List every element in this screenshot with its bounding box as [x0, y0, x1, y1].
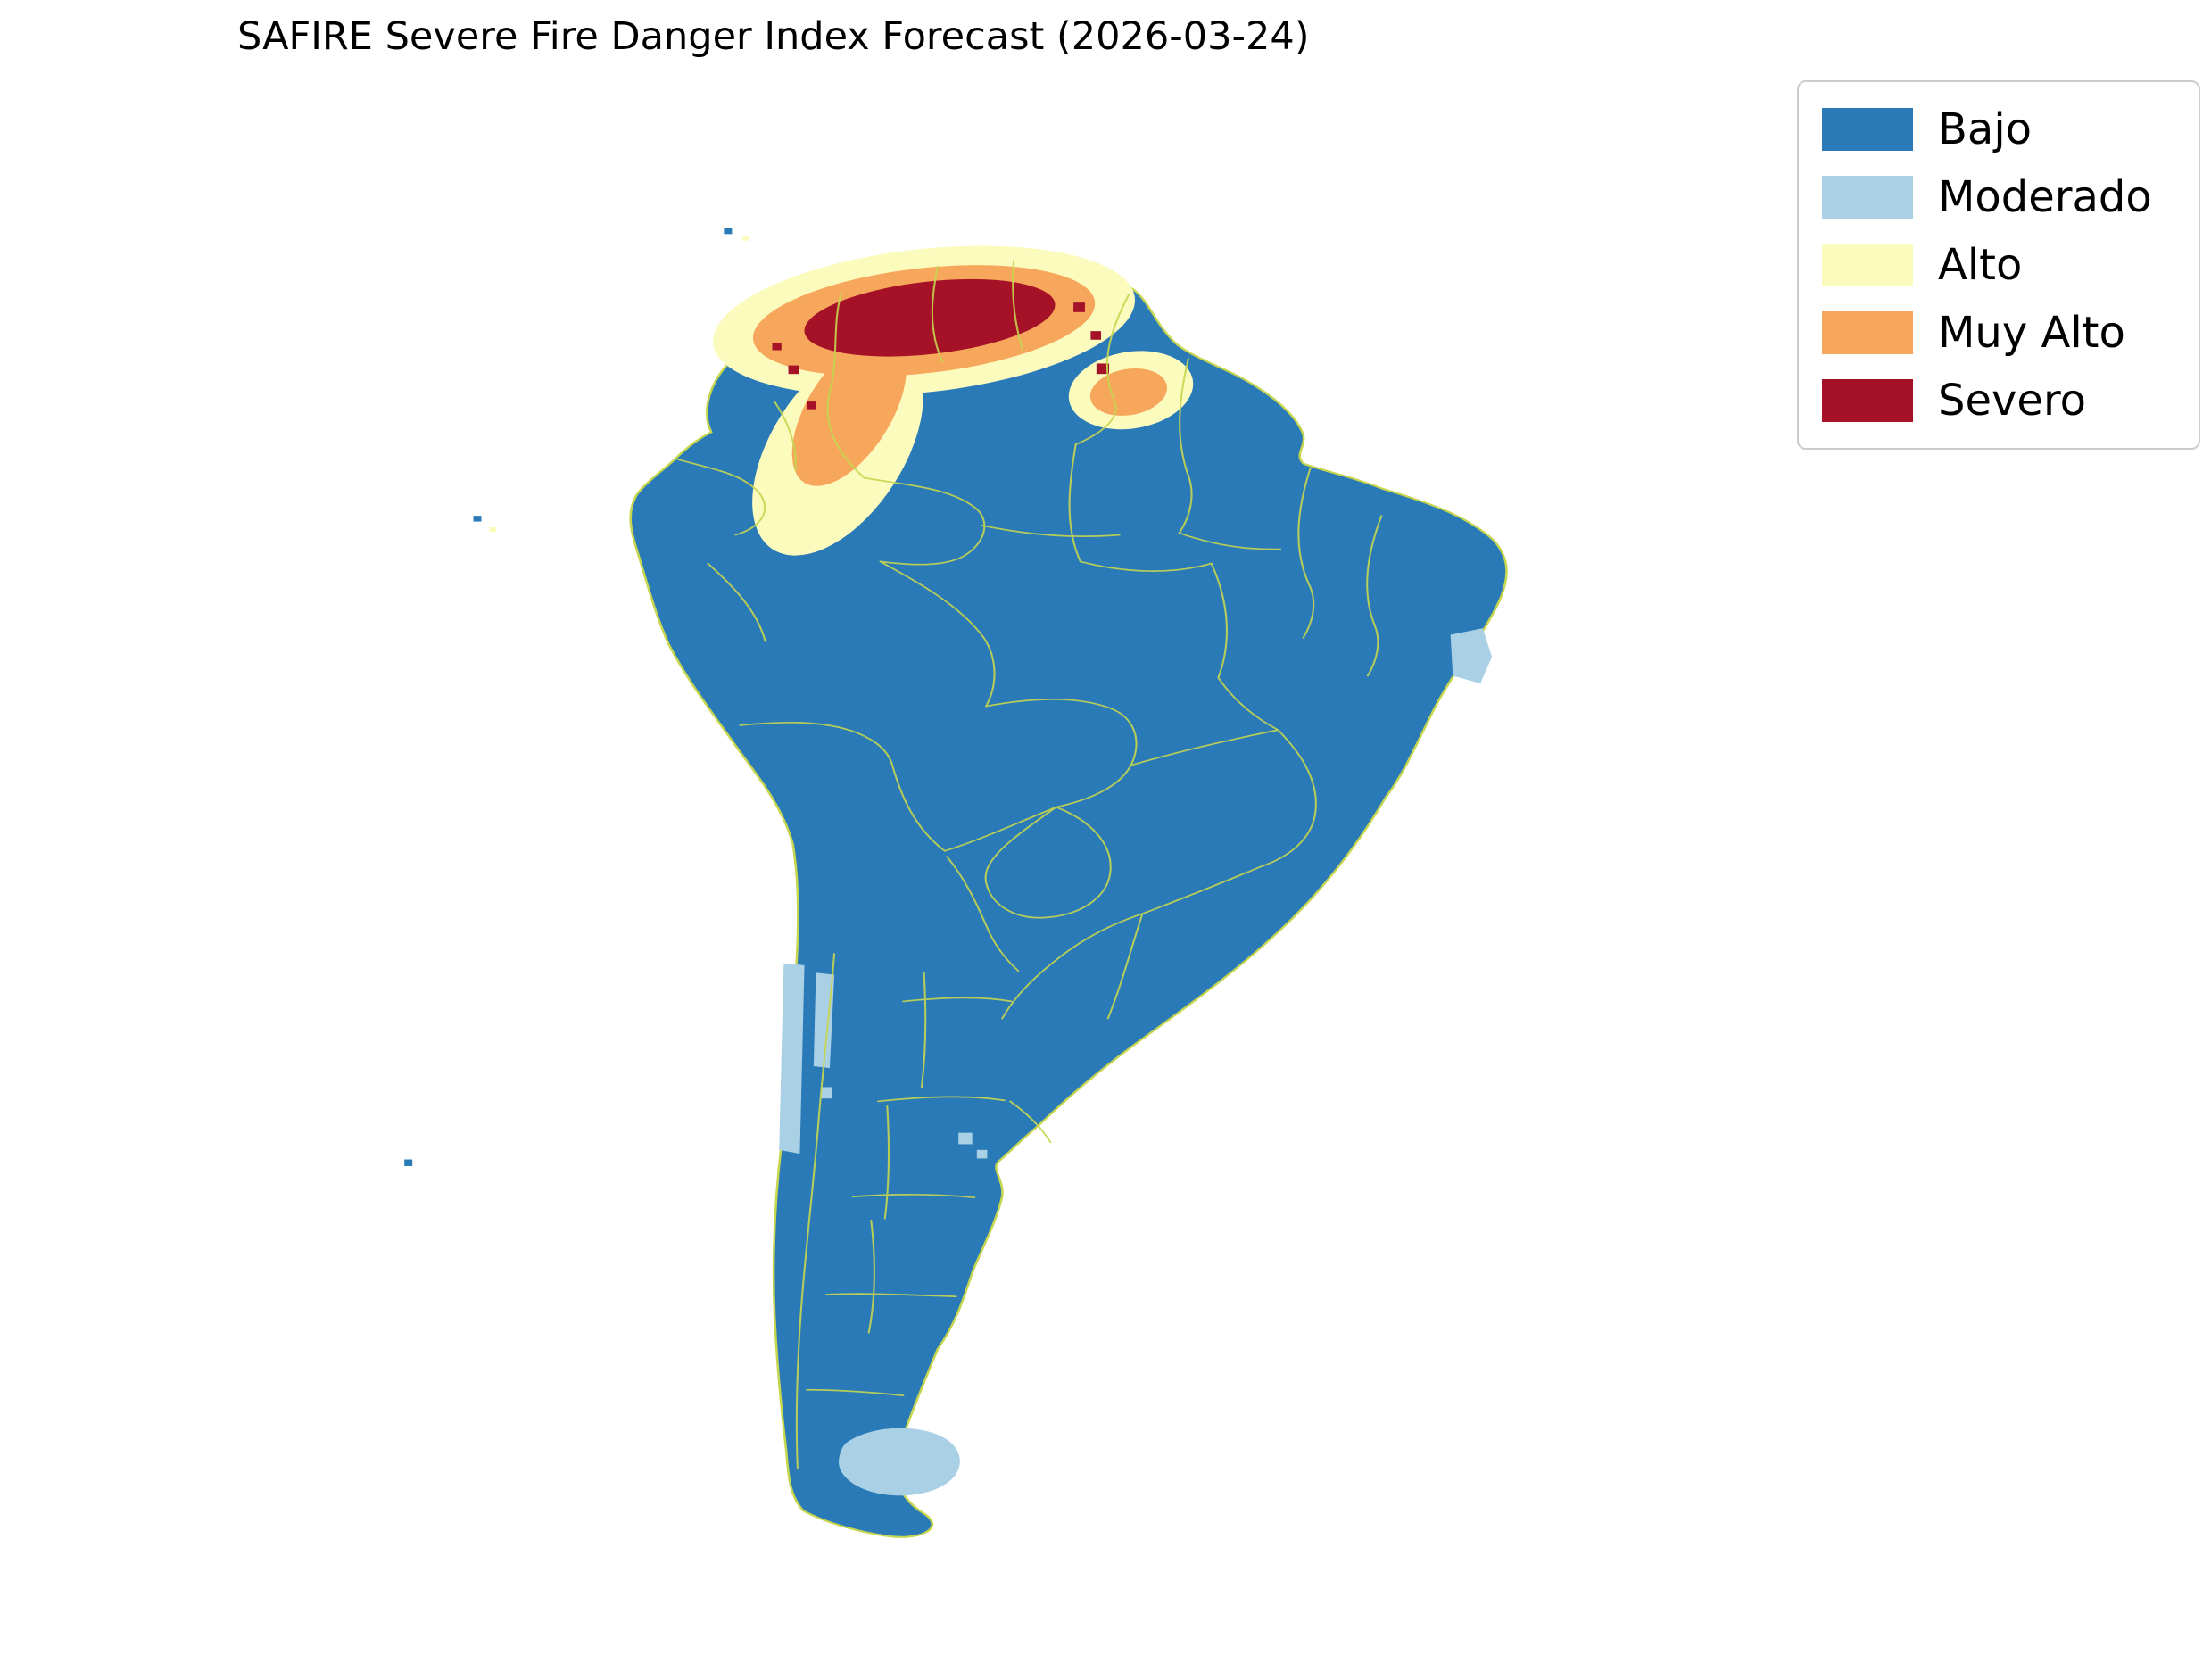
legend-label-alto: Alto	[1938, 240, 2023, 290]
legend-label-moderado: Moderado	[1938, 172, 2152, 222]
moderado-zone-andes-strip	[813, 972, 835, 1069]
legend-swatch-alto	[1822, 244, 1913, 286]
moderado-zone-patagonia	[839, 1428, 960, 1496]
legend-label-severo: Severo	[1938, 376, 2086, 426]
island-specks	[404, 228, 733, 1166]
legend-item-alto: Alto	[1822, 237, 2175, 293]
legend-item-muy-alto: Muy Alto	[1822, 305, 2175, 360]
figure-title: SAFIRE Severe Fire Danger Index Forecast…	[237, 14, 1310, 59]
legend-swatch-severo	[1822, 379, 1913, 422]
legend-swatch-muy-alto	[1822, 311, 1913, 354]
legend-swatch-color	[1822, 311, 1913, 354]
legend-swatch-moderado	[1822, 176, 1913, 219]
legend-swatch-color	[1822, 176, 1913, 219]
moderado-zone-chile-strip	[779, 963, 805, 1154]
admin-borders	[675, 260, 1383, 1469]
legend: Bajo Moderado Alto Muy Alto Severo	[1797, 80, 2200, 450]
legend-label-bajo: Bajo	[1938, 104, 2033, 154]
legend-label-muy-alto: Muy Alto	[1938, 308, 2125, 358]
legend-swatch-color	[1822, 108, 1913, 151]
landmass	[629, 256, 1508, 1538]
legend-swatch-color	[1822, 244, 1913, 286]
legend-swatch-bajo	[1822, 108, 1913, 151]
moderado-zone-ne-brazil	[1450, 628, 1493, 683]
severo-zone-north-core	[804, 278, 1056, 357]
severo-zones	[772, 278, 1110, 1106]
legend-swatch-color	[1822, 379, 1913, 422]
muy-alto-zone-andes-tail	[791, 335, 907, 486]
legend-item-moderado: Moderado	[1822, 170, 2175, 225]
map-canvas	[384, 116, 1579, 1677]
legend-item-severo: Severo	[1822, 373, 2175, 428]
muy-alto-zone-guyana	[1089, 368, 1167, 416]
moderado-zones	[779, 628, 1493, 1496]
legend-item-bajo: Bajo	[1822, 102, 2175, 157]
south-america-map	[404, 228, 1508, 1538]
